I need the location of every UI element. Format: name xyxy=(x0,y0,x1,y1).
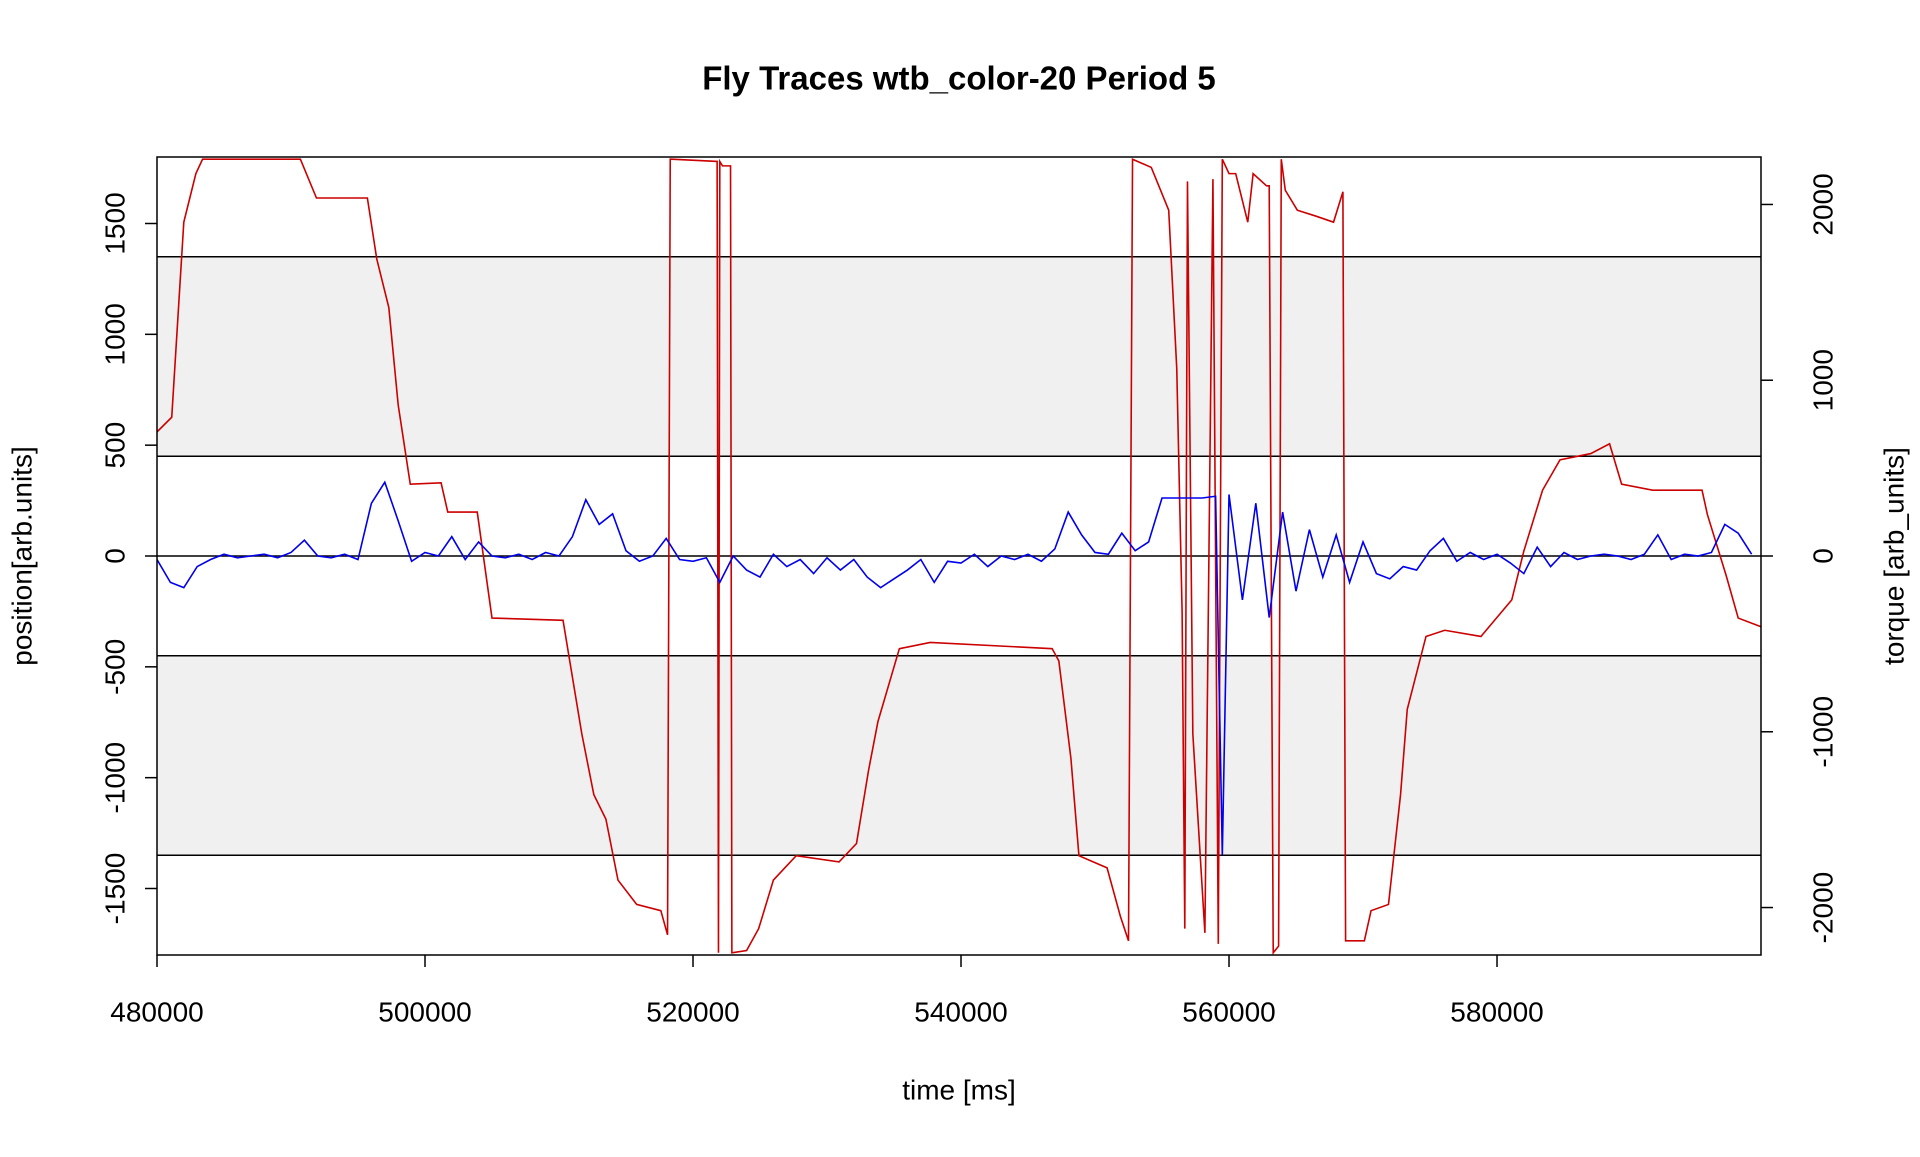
x-tick-label: 480000 xyxy=(110,996,203,1027)
x-axis-label: time [ms] xyxy=(902,1074,1016,1105)
x-tick-label: 500000 xyxy=(378,996,471,1027)
x-tick-label: 580000 xyxy=(1450,996,1543,1027)
y2-tick-label: 2000 xyxy=(1807,173,1838,235)
y-axis-label: position[arb.units] xyxy=(6,446,37,665)
band xyxy=(157,256,1761,457)
y-tick-label: 1000 xyxy=(99,303,130,365)
plot-frame xyxy=(156,156,1762,956)
y-tick-label: -500 xyxy=(99,639,130,695)
y-tick-label: 500 xyxy=(99,422,130,469)
y2-tick-label: -1000 xyxy=(1807,696,1838,768)
chart-title: Fly Traces wtb_color-20 Period 5 xyxy=(702,60,1216,97)
y2-axis-label: torque [arb_units] xyxy=(1878,447,1909,665)
band xyxy=(157,655,1761,856)
x-tick-label: 520000 xyxy=(646,996,739,1027)
plot-area xyxy=(157,157,1761,955)
series-line xyxy=(157,480,1753,855)
y-tick-label: 0 xyxy=(99,548,130,564)
y-tick-label: -1500 xyxy=(99,853,130,925)
x-tick-label: 540000 xyxy=(914,996,1007,1027)
y2-tick-label: 1000 xyxy=(1807,349,1838,411)
y-tick-label: -1000 xyxy=(99,742,130,814)
series-line xyxy=(157,157,1761,955)
x-tick-label: 560000 xyxy=(1182,996,1275,1027)
y-tick-label: 1500 xyxy=(99,192,130,254)
y2-tick-label: -2000 xyxy=(1807,872,1838,944)
y2-tick-label: 0 xyxy=(1807,548,1838,564)
